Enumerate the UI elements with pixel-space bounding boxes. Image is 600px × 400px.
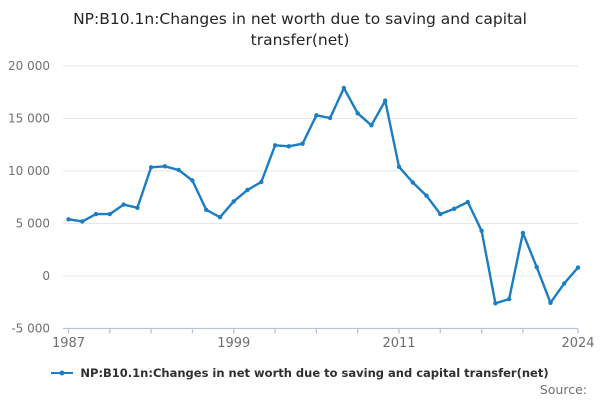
data-point[interactable]: [135, 205, 140, 210]
x-axis-tick-label: 2024: [561, 336, 594, 351]
data-point[interactable]: [575, 265, 581, 270]
data-point[interactable]: [548, 300, 553, 305]
legend[interactable]: NP:B10.1n:Changes in net worth due to sa…: [0, 366, 600, 380]
data-point[interactable]: [286, 144, 291, 149]
data-point[interactable]: [162, 164, 168, 169]
data-point[interactable]: [355, 111, 360, 116]
y-axis-tick-label: 20 000: [8, 59, 50, 73]
y-axis-tick-label: 15 000: [8, 112, 50, 126]
data-point[interactable]: [66, 217, 71, 222]
y-axis-tick-label: 10 000: [8, 164, 50, 178]
data-point[interactable]: [506, 296, 512, 302]
data-point[interactable]: [465, 199, 470, 205]
data-point[interactable]: [272, 143, 278, 148]
y-axis-tick-label: -5 000: [11, 322, 50, 336]
data-point[interactable]: [369, 123, 374, 128]
data-point[interactable]: [245, 187, 250, 193]
source-label: Source:: [539, 382, 587, 397]
y-axis-tick-label: 0: [42, 269, 50, 283]
legend-dot-icon: [59, 370, 65, 376]
data-point[interactable]: [410, 180, 415, 185]
data-point[interactable]: [93, 211, 99, 217]
data-point[interactable]: [231, 199, 236, 204]
data-point[interactable]: [190, 178, 195, 183]
y-axis-tick-label: 5 000: [16, 217, 50, 231]
data-point[interactable]: [176, 167, 181, 173]
data-point[interactable]: [107, 211, 113, 217]
data-point[interactable]: [451, 206, 457, 211]
data-point[interactable]: [80, 219, 85, 224]
data-point[interactable]: [396, 164, 402, 169]
data-point[interactable]: [438, 211, 443, 217]
legend-label: NP:B10.1n:Changes in net worth due to sa…: [80, 366, 549, 380]
data-point[interactable]: [383, 98, 388, 103]
data-point[interactable]: [341, 85, 347, 91]
data-point[interactable]: [259, 179, 264, 185]
data-point[interactable]: [204, 207, 209, 212]
data-point[interactable]: [300, 141, 305, 146]
data-point[interactable]: [493, 301, 498, 306]
data-point[interactable]: [314, 113, 319, 118]
data-point[interactable]: [520, 230, 526, 236]
legend-line-marker-icon: [51, 370, 74, 376]
x-axis-tick-label: 1987: [52, 336, 85, 351]
data-point[interactable]: [327, 115, 333, 121]
data-point[interactable]: [562, 281, 567, 286]
data-point[interactable]: [217, 215, 223, 220]
chart-title: NP:B10.1n:Changes in net worth due to sa…: [0, 9, 600, 51]
data-point[interactable]: [148, 165, 154, 170]
data-point[interactable]: [479, 228, 484, 233]
chart-title-line1: NP:B10.1n:Changes in net worth due to sa…: [73, 10, 527, 28]
data-point[interactable]: [121, 202, 126, 207]
data-point[interactable]: [424, 193, 429, 198]
x-axis-tick-label: 2011: [382, 336, 415, 351]
x-axis-tick-label: 1999: [217, 336, 250, 351]
data-point[interactable]: [534, 264, 539, 270]
chart-title-line2: transfer(net): [250, 31, 350, 49]
data-line: [67, 86, 580, 305]
